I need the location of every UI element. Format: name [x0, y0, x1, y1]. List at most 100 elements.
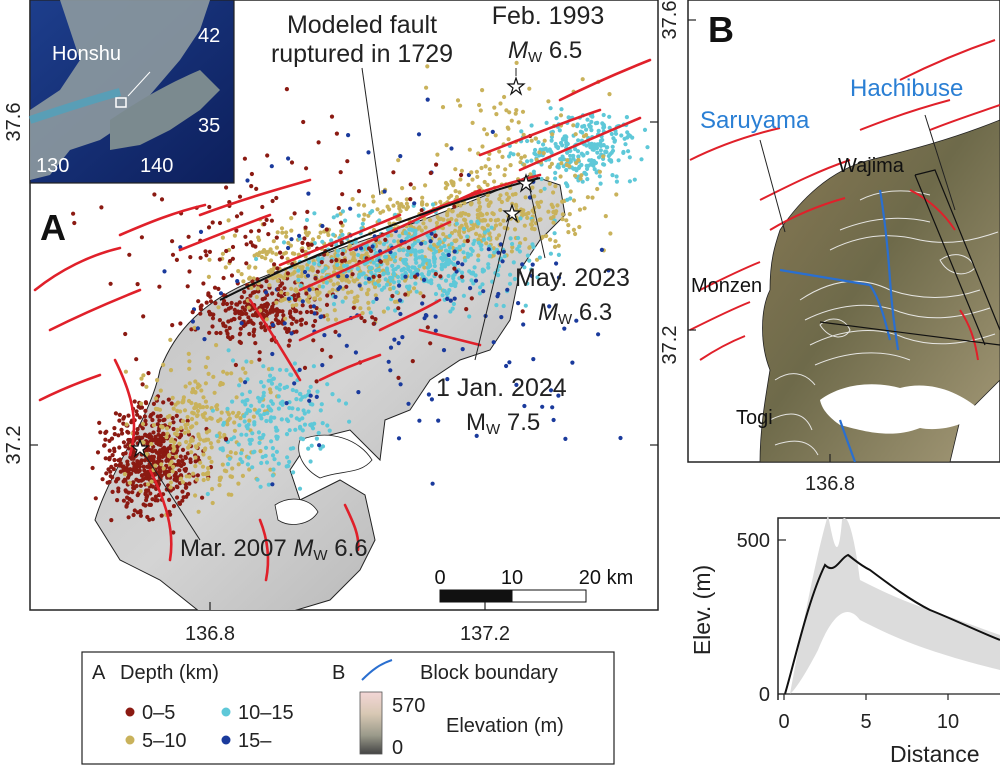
- earthquake-dot: [340, 275, 345, 280]
- earthquake-dot: [123, 369, 128, 374]
- earthquake-dot: [423, 225, 428, 230]
- earthquake-dot: [232, 428, 237, 433]
- earthquake-dot: [306, 230, 311, 235]
- scale-20km: 20 km: [579, 567, 633, 589]
- earthquake-dot: [486, 262, 491, 267]
- earthquake-dot: [151, 423, 156, 428]
- earthquake-dot: [170, 323, 175, 328]
- earthquake-dot: [270, 198, 275, 204]
- earthquake-dot: [227, 259, 233, 264]
- earthquake-dot: [168, 439, 173, 444]
- earthquake-dot: [346, 133, 351, 138]
- earthquake-dot: [278, 293, 284, 299]
- earthquake-dot: [517, 249, 523, 254]
- earthquake-dot: [355, 266, 360, 271]
- earthquake-dot: [301, 119, 306, 125]
- earthquake-dot: [314, 394, 319, 399]
- earthquake-dot: [188, 459, 193, 465]
- earthquake-dot: [468, 252, 473, 257]
- earthquake-dot: [455, 98, 461, 103]
- earthquake-dot: [257, 399, 262, 404]
- earthquake-dot: [177, 500, 182, 505]
- profile-ytick-500: 500: [737, 530, 770, 552]
- earthquake-dot: [167, 421, 173, 426]
- earthquake-dot: [426, 392, 431, 397]
- legend-block-boundary-line: [361, 659, 393, 681]
- earthquake-dot: [366, 276, 372, 281]
- earthquake-dot: [260, 297, 265, 302]
- earthquake-dot: [571, 123, 576, 128]
- earthquake-dot: [398, 311, 403, 317]
- earthquake-dot: [279, 290, 284, 295]
- earthquake-dot: [547, 164, 553, 169]
- earthquake-dot: [284, 230, 289, 235]
- earthquake-dot: [112, 426, 117, 431]
- earthquake-dot: [190, 310, 195, 315]
- earthquake-dot: [417, 255, 422, 260]
- earthquake-dot: [366, 246, 372, 251]
- earthquake-dot: [238, 326, 243, 331]
- earthquake-dot: [175, 400, 181, 405]
- earthquake-dot: [124, 422, 129, 427]
- earthquake-dot: [278, 382, 283, 387]
- earthquake-dot: [233, 451, 238, 456]
- earthquake-dot: [238, 457, 243, 462]
- earthquake-dot: [435, 152, 440, 157]
- earthquake-dot: [103, 430, 108, 435]
- earthquake-dot: [296, 274, 301, 279]
- earthquake-dot: [214, 433, 219, 438]
- earthquake-dot: [298, 436, 304, 441]
- earthquake-dot: [217, 483, 222, 488]
- earthquake-dot: [335, 262, 340, 267]
- scale-0: 0: [434, 567, 445, 589]
- hachibuse-label: Hachibuse: [850, 75, 963, 102]
- earthquake-dot: [331, 232, 336, 237]
- earthquake-dot: [320, 347, 325, 353]
- earthquake-dot: [484, 197, 490, 202]
- earthquake-dot: [200, 495, 205, 500]
- earthquake-dot: [498, 242, 503, 247]
- earthquake-dot: [509, 249, 514, 254]
- earthquake-dot: [206, 371, 211, 376]
- earthquake-dot: [279, 226, 285, 231]
- earthquake-dot: [190, 387, 196, 392]
- earthquake-dot: [578, 129, 583, 134]
- earthquake-dot: [401, 204, 406, 209]
- earthquake-dot: [310, 286, 315, 292]
- earthquake-dot: [204, 253, 209, 258]
- earthquake-dot: [264, 279, 269, 284]
- earthquake-dot: [186, 351, 191, 356]
- earthquake-dot: [456, 230, 462, 235]
- earthquake-dot: [367, 265, 372, 271]
- legend-a-letter: A: [92, 662, 106, 684]
- earthquake-dot: [110, 453, 115, 458]
- earthquake-dot: [222, 432, 227, 438]
- earthquake-dot: [325, 293, 330, 298]
- earthquake-dot: [156, 451, 161, 456]
- earthquake-dot: [127, 252, 132, 257]
- earthquake-dot: [140, 382, 145, 387]
- earthquake-dot: [251, 450, 256, 455]
- panel-b-lat-37-6: 37.6: [659, 1, 681, 40]
- earthquake-dot: [307, 398, 312, 403]
- earthquake-dot: [118, 469, 123, 474]
- earthquake-dot: [294, 397, 299, 402]
- earthquake-dot: [505, 287, 510, 292]
- earthquake-dot: [449, 193, 454, 198]
- earthquake-dot: [527, 258, 532, 263]
- earthquake-dot: [608, 152, 613, 157]
- earthquake-dot: [171, 444, 176, 449]
- earthquake-dot: [178, 476, 183, 481]
- earthquake-dot: [377, 274, 382, 279]
- earthquake-dot: [548, 251, 554, 256]
- earthquake-dot: [252, 253, 257, 258]
- earthquake-dot: [306, 389, 311, 394]
- earthquake-dot: [344, 274, 349, 279]
- earthquake-dot: [457, 225, 463, 230]
- earthquake-dot: [362, 212, 367, 217]
- earthquake-dot: [297, 233, 302, 238]
- earthquake-dot: [373, 293, 378, 298]
- earthquake-dot: [484, 241, 489, 246]
- earthquake-dot: [513, 111, 518, 116]
- earthquake-dot: [276, 406, 281, 411]
